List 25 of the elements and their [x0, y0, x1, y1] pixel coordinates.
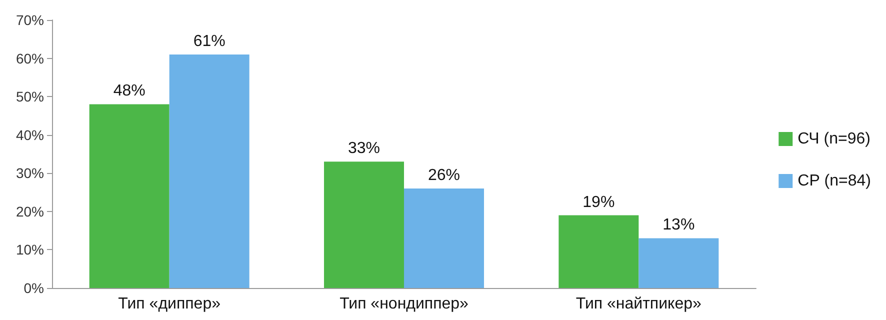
- bar: [558, 215, 639, 288]
- y-tick-label: 10%: [16, 242, 44, 258]
- bar: [404, 188, 484, 288]
- bar: [169, 54, 250, 288]
- bar: [638, 238, 719, 288]
- y-tick-label: 40%: [16, 126, 44, 143]
- y-tick-label: 30%: [16, 165, 44, 182]
- y-tick-label: 70%: [16, 12, 44, 28]
- bar: [324, 162, 404, 288]
- y-tick-label: 20%: [16, 203, 44, 220]
- y-tick-label: 60%: [16, 50, 44, 66]
- x-tick-label: Тип «диппер»: [118, 296, 221, 312]
- data-label: 61%: [193, 32, 226, 50]
- x-tick-label: Тип «найтпикер»: [576, 296, 702, 312]
- legend-label: СЧ (n=96): [798, 130, 870, 148]
- y-tick-label: 50%: [16, 88, 44, 105]
- data-label: 26%: [428, 166, 460, 184]
- bar: [89, 104, 170, 288]
- y-tick-label: 0%: [24, 280, 44, 296]
- legend-label: СР (n=84): [798, 172, 872, 190]
- data-label: 19%: [582, 194, 615, 211]
- data-label: 33%: [348, 140, 380, 158]
- data-label: 48%: [113, 82, 146, 100]
- x-tick-label: Тип «нондиппер»: [340, 296, 469, 312]
- data-label: 13%: [662, 216, 695, 234]
